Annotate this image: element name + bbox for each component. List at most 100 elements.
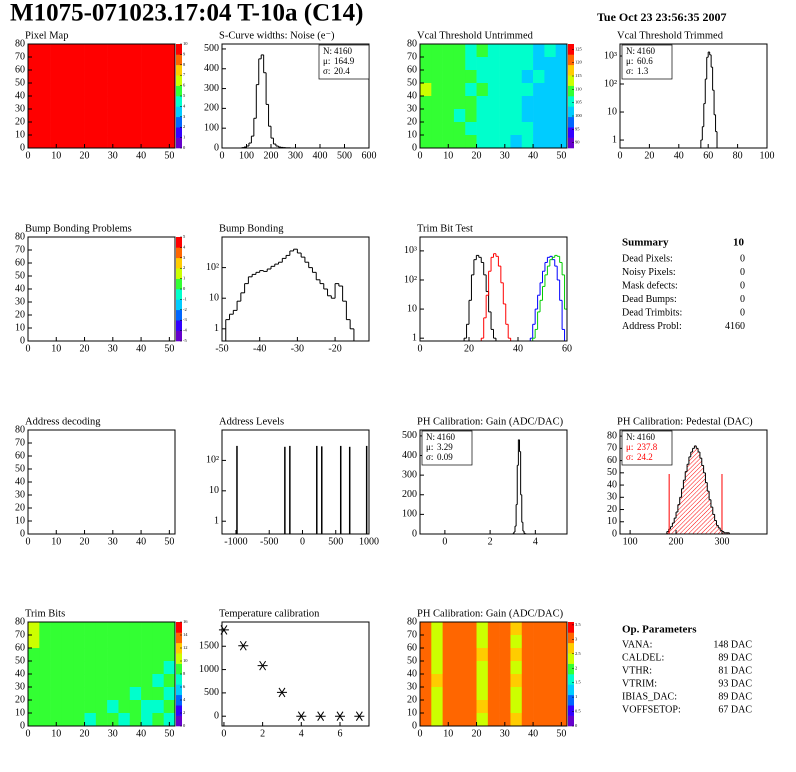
heatmap-cell: [510, 57, 523, 71]
palette-swatch: [568, 64, 574, 76]
palette-tick-label: 10: [183, 658, 188, 663]
palette-tick-label: 115: [575, 73, 582, 78]
x-tick-label: 300: [714, 536, 729, 547]
heatmap-cell: [141, 622, 153, 636]
palette-tick-label: 3: [183, 255, 186, 260]
chart-title: Vcal Threshold Trimmed: [617, 30, 724, 41]
y-tick-label: 80: [15, 38, 25, 49]
y-tick-label: 50: [15, 463, 25, 474]
y-tick-label: 60: [15, 64, 25, 75]
heatmap-cell: [95, 83, 108, 97]
heatmap-cell: [476, 122, 489, 136]
stats-label: N:: [426, 432, 435, 442]
heatmap-cell: [465, 109, 477, 123]
palette-swatch: [176, 96, 182, 107]
heatmap-cell: [521, 700, 534, 714]
y-tick-label: 0: [214, 711, 219, 722]
heatmap-cell: [50, 687, 63, 701]
x-tick-label: 20: [80, 343, 90, 354]
y-tick-label: 0: [20, 335, 25, 346]
heatmap-cell: [163, 635, 176, 649]
x-tick-label: 10: [443, 728, 453, 739]
summary-number: 0: [740, 253, 745, 264]
palette-tick-label: 120: [575, 60, 583, 65]
plot-frame: [221, 429, 370, 535]
heatmap-cell: [521, 687, 534, 701]
heatmap-cell: [152, 674, 164, 688]
y-tick-label: 10: [15, 707, 25, 718]
heatmap-cell: [152, 648, 164, 662]
heatmap-cell: [476, 57, 489, 71]
heatmap-cell: [152, 44, 164, 58]
y-tick-label: 80: [407, 38, 417, 49]
heatmap-cell: [487, 661, 500, 675]
x-tick-label: 1000: [359, 536, 379, 547]
chart-title: Vcal Threshold Untrimmed: [417, 30, 534, 41]
y-tick-label: 10: [15, 129, 25, 140]
heatmap-cell: [453, 674, 466, 688]
heatmap-cell: [499, 648, 511, 662]
palette-tick-label: -5: [183, 338, 187, 343]
heatmap-cell: [453, 135, 466, 149]
y-tick-label: 40: [15, 283, 25, 294]
heatmap-cell: [442, 44, 455, 58]
heatmap-cell: [420, 622, 432, 636]
palette-tick-label: 4: [183, 103, 186, 108]
heatmap-cell: [442, 687, 455, 701]
heatmap-cell: [95, 57, 108, 71]
x-tick-label: 10: [443, 150, 453, 161]
heatmap-cell: [50, 700, 63, 714]
heatmap-cell: [39, 622, 51, 636]
heatmap-cell: [431, 687, 443, 701]
heatmap-cell: [152, 661, 164, 675]
palette-swatch: [176, 85, 182, 97]
x-tick-label: 20: [472, 150, 482, 161]
heatmap-cell: [107, 700, 119, 714]
heatmap-cell: [50, 83, 63, 97]
heatmap-cell: [118, 83, 131, 97]
y-tick-label: 70: [15, 629, 25, 640]
stats-value: 4160: [334, 46, 353, 56]
heatmap-cell: [28, 674, 40, 688]
palette-swatch: [568, 54, 574, 66]
palette-tick-label: 1: [183, 276, 185, 281]
y-tick-label: 60: [407, 642, 417, 653]
page-date: Tue Oct 23 23:56:35 2007: [597, 10, 727, 24]
heatmap-cell: [73, 674, 85, 688]
summary-label: Noisy Pixels:: [622, 267, 676, 278]
x-tick-label: 40: [136, 536, 146, 547]
heatmap-cell: [129, 700, 142, 714]
heatmap-cell: [95, 122, 108, 136]
heatmap-cell: [476, 96, 489, 110]
heatmap-cell: [465, 96, 477, 110]
heatmap-cell: [476, 622, 489, 636]
palette-tick-label: 5: [183, 93, 186, 98]
heatmap-cell: [521, 648, 534, 662]
heatmap-cell: [533, 700, 545, 714]
heatmap-cell: [544, 635, 556, 649]
stats-value: 60.6: [637, 56, 653, 66]
x-tick-label: 500: [337, 150, 352, 161]
palette-tick-label: -2: [183, 307, 187, 312]
heatmap-cell: [510, 83, 523, 97]
hist-fill: [679, 497, 682, 534]
y-tick-label: 1: [612, 134, 617, 145]
heatmap-cell: [544, 122, 556, 136]
heatmap-cell: [499, 96, 511, 110]
stats-label: N:: [626, 46, 635, 56]
heatmap-cell: [555, 109, 568, 123]
heatmap-cell: [39, 713, 51, 727]
heatmap-cell: [465, 122, 477, 136]
heatmap-cell: [420, 135, 432, 149]
heatmap-cell: [84, 57, 97, 71]
x-tick-label: 0: [618, 150, 623, 161]
y-tick-label: 60: [15, 450, 25, 461]
heatmap-cell: [118, 622, 131, 636]
heatmap-cell: [442, 635, 455, 649]
heatmap-cell: [544, 83, 556, 97]
heatmap-cell: [510, 700, 523, 714]
heatmap-cell: [544, 687, 556, 701]
chart-title: Trim Bit Test: [417, 223, 473, 234]
heatmap-cell: [118, 122, 131, 136]
heatmap-cell: [465, 648, 477, 662]
